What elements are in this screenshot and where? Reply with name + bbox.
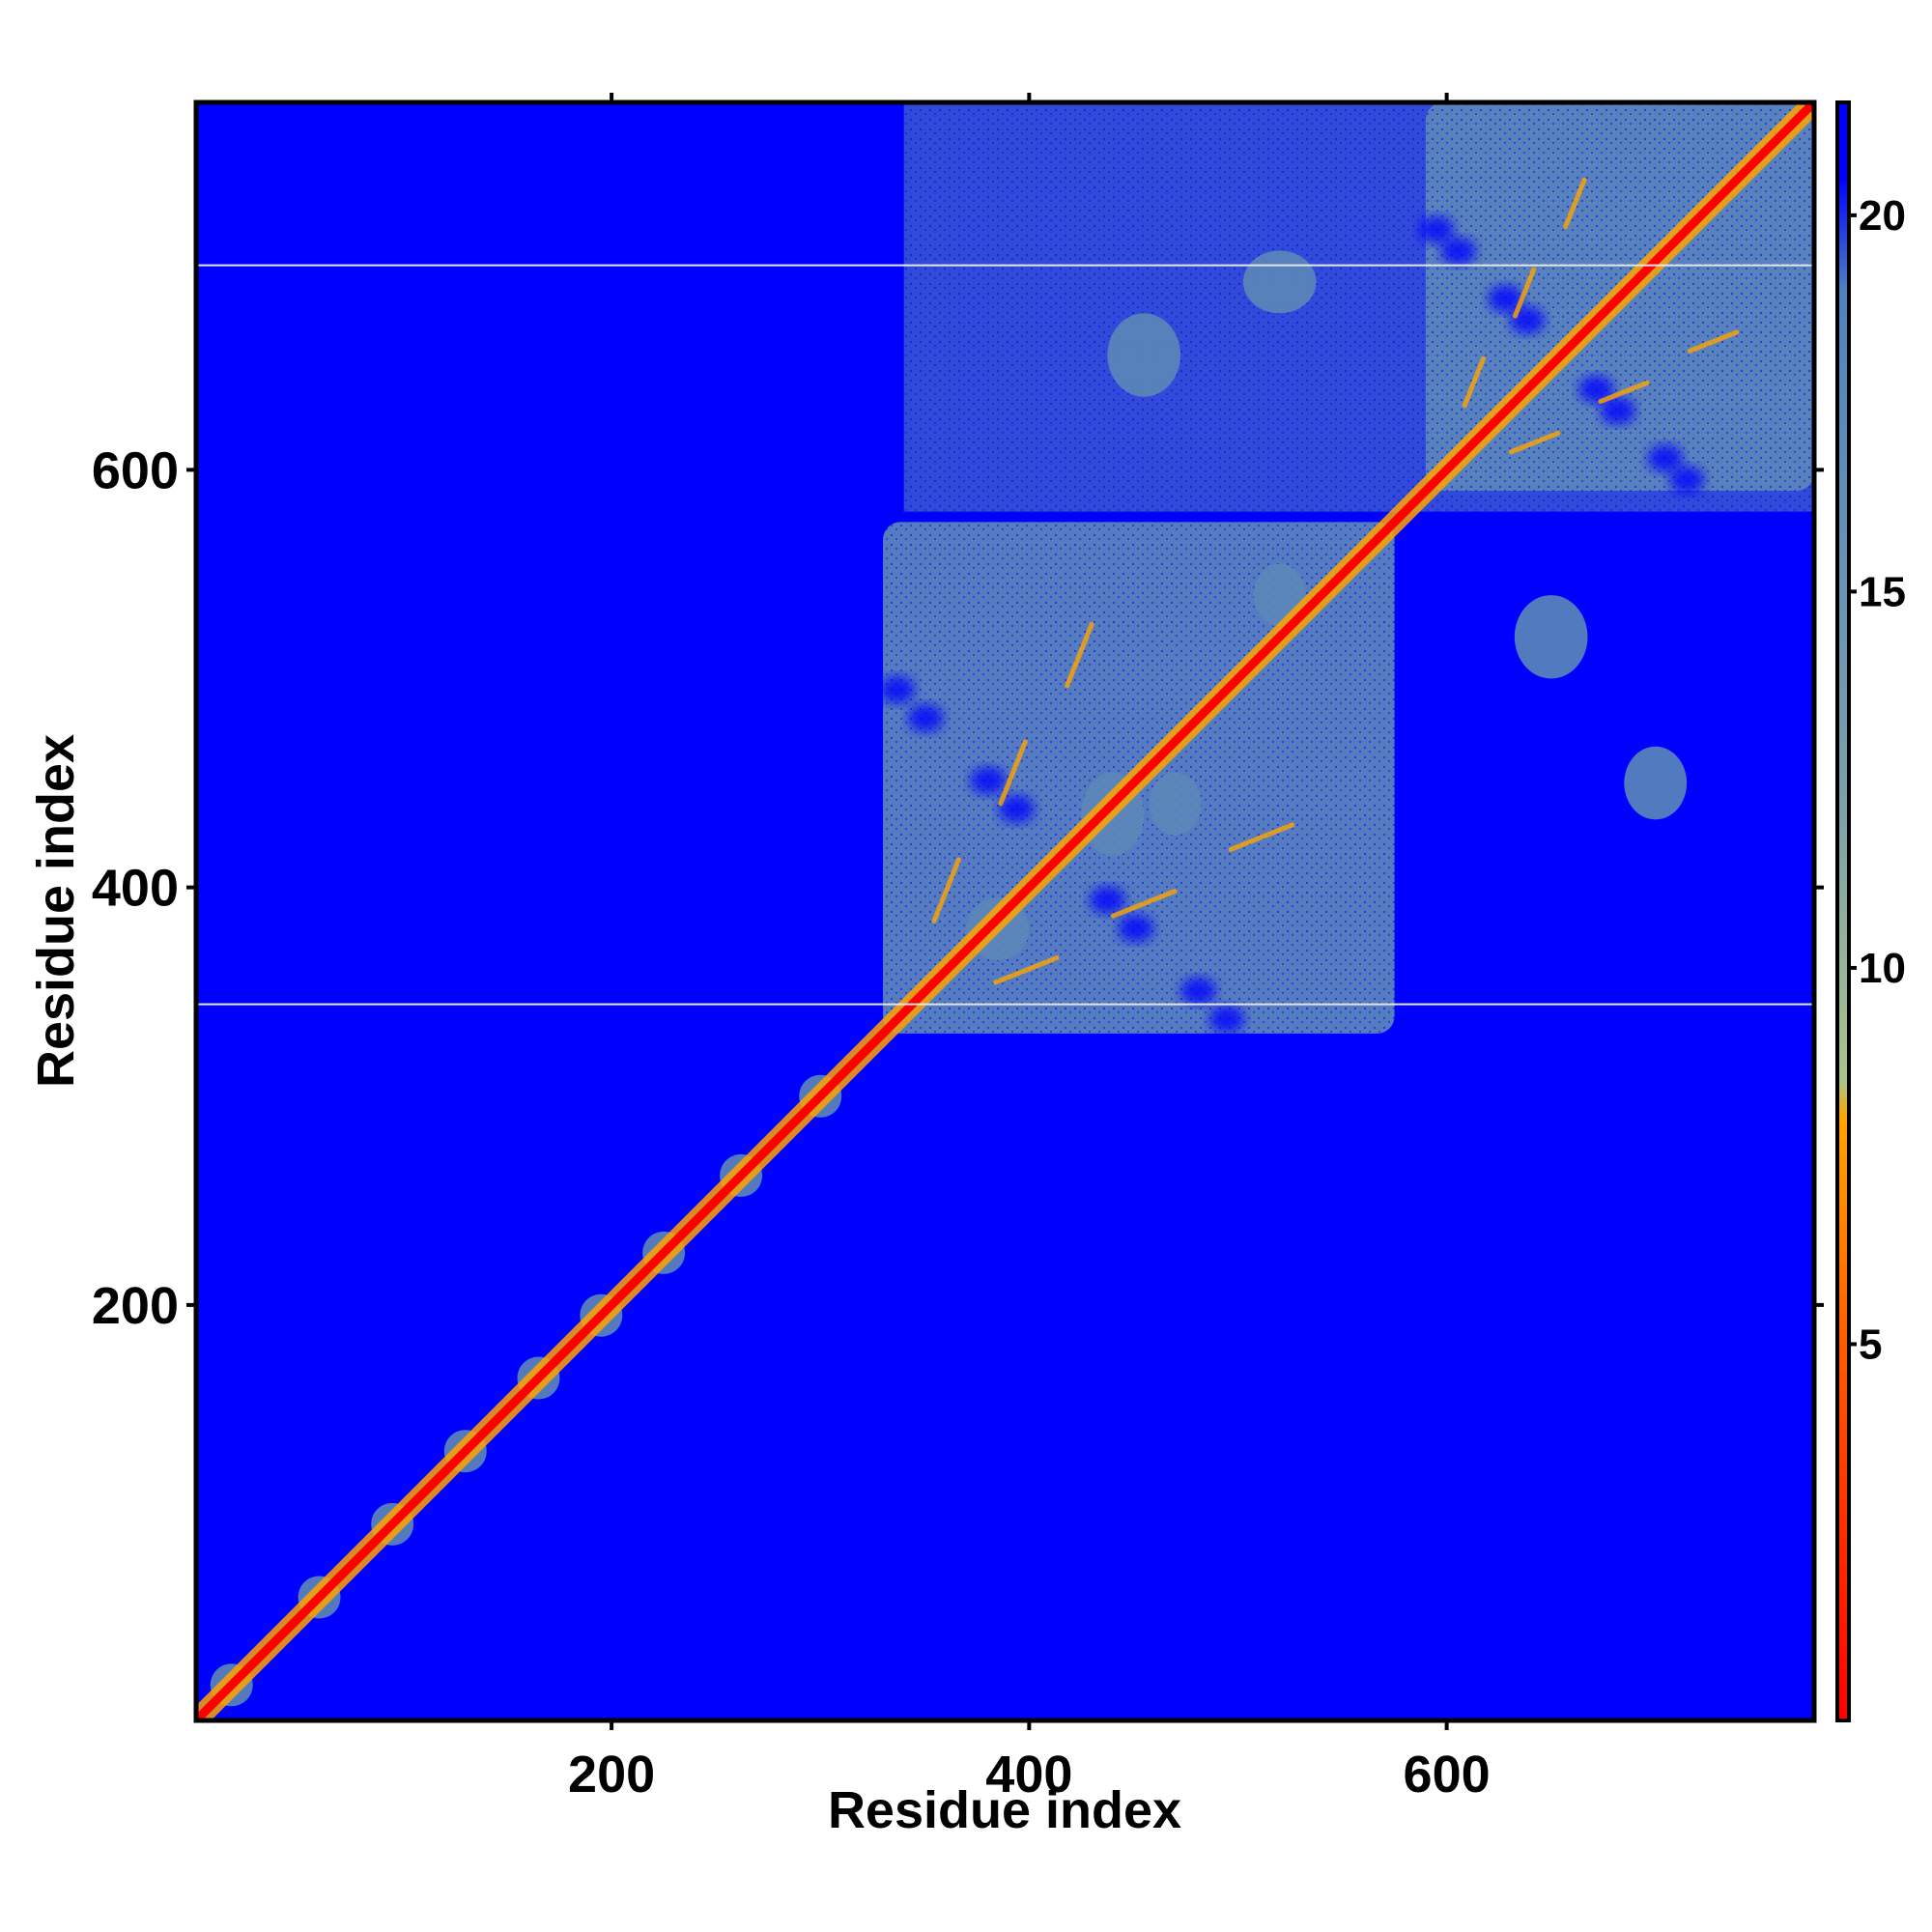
no-contact-region	[1209, 1006, 1245, 1034]
isolated-contact-patch	[1624, 746, 1688, 820]
secondary-contact-streak	[1598, 380, 1650, 405]
colorbar-gradient	[1835, 100, 1851, 1722]
colorbar-tick-label: 5	[1859, 1321, 1882, 1368]
isolated-contact-patch	[1242, 250, 1317, 314]
no-contact-region	[1419, 215, 1455, 243]
secondary-contact-streak	[931, 857, 961, 923]
x-tick-label: 600	[1404, 1746, 1491, 1804]
no-contact-region	[999, 795, 1035, 823]
no-contact-region	[970, 767, 1006, 795]
colorbar-tick-label: 15	[1859, 568, 1906, 615]
secondary-contact-streak	[1228, 822, 1295, 852]
isolated-contact-patch	[1514, 595, 1588, 679]
no-contact-region	[1600, 397, 1635, 425]
y-tick-label: 200	[92, 1277, 179, 1335]
secondary-contact-streak	[1110, 889, 1178, 919]
y-axis-title: Residue index	[27, 734, 85, 1088]
y-tick-label: 400	[92, 860, 179, 918]
no-contact-region	[1180, 977, 1216, 1005]
colorbar-tick-label: 10	[1859, 945, 1906, 992]
secondary-contact-streak	[1512, 267, 1537, 319]
isolated-contact-patch	[1149, 772, 1202, 836]
no-contact-region	[1669, 466, 1705, 494]
axis-ticks: 200 400 600 200 400 600	[92, 93, 1824, 1804]
diagonal-line	[196, 102, 1814, 1720]
plot-area	[196, 102, 1814, 1720]
secondary-contact-streak	[1687, 329, 1740, 354]
isolated-contact-patch	[1107, 313, 1181, 397]
no-contact-region	[1090, 886, 1125, 914]
secondary-contact-streak	[993, 955, 1060, 985]
colorbar: 5 10 15 20	[1835, 100, 1906, 1722]
secondary-contact-streak	[1462, 355, 1486, 409]
colorbar-tick-label: 20	[1859, 192, 1906, 240]
no-contact-region	[1578, 376, 1614, 404]
secondary-contact-streak	[1065, 621, 1094, 689]
x-tick-label: 400	[985, 1746, 1072, 1804]
x-axis-title: Residue index	[828, 1781, 1181, 1839]
y-tick-label: 600	[92, 441, 179, 499]
no-contact-region	[908, 704, 944, 732]
no-contact-region	[1488, 285, 1523, 313]
no-contact-region	[1440, 238, 1476, 266]
no-contact-region	[879, 675, 915, 703]
plot-frame	[193, 99, 1817, 1723]
x-tick-label: 200	[568, 1746, 655, 1804]
secondary-contact-streak	[998, 739, 1028, 807]
secondary-contact-streak	[1508, 431, 1561, 455]
no-contact-region	[1118, 915, 1153, 943]
no-contact-region	[1647, 444, 1683, 472]
secondary-contact-streak	[1563, 177, 1587, 230]
